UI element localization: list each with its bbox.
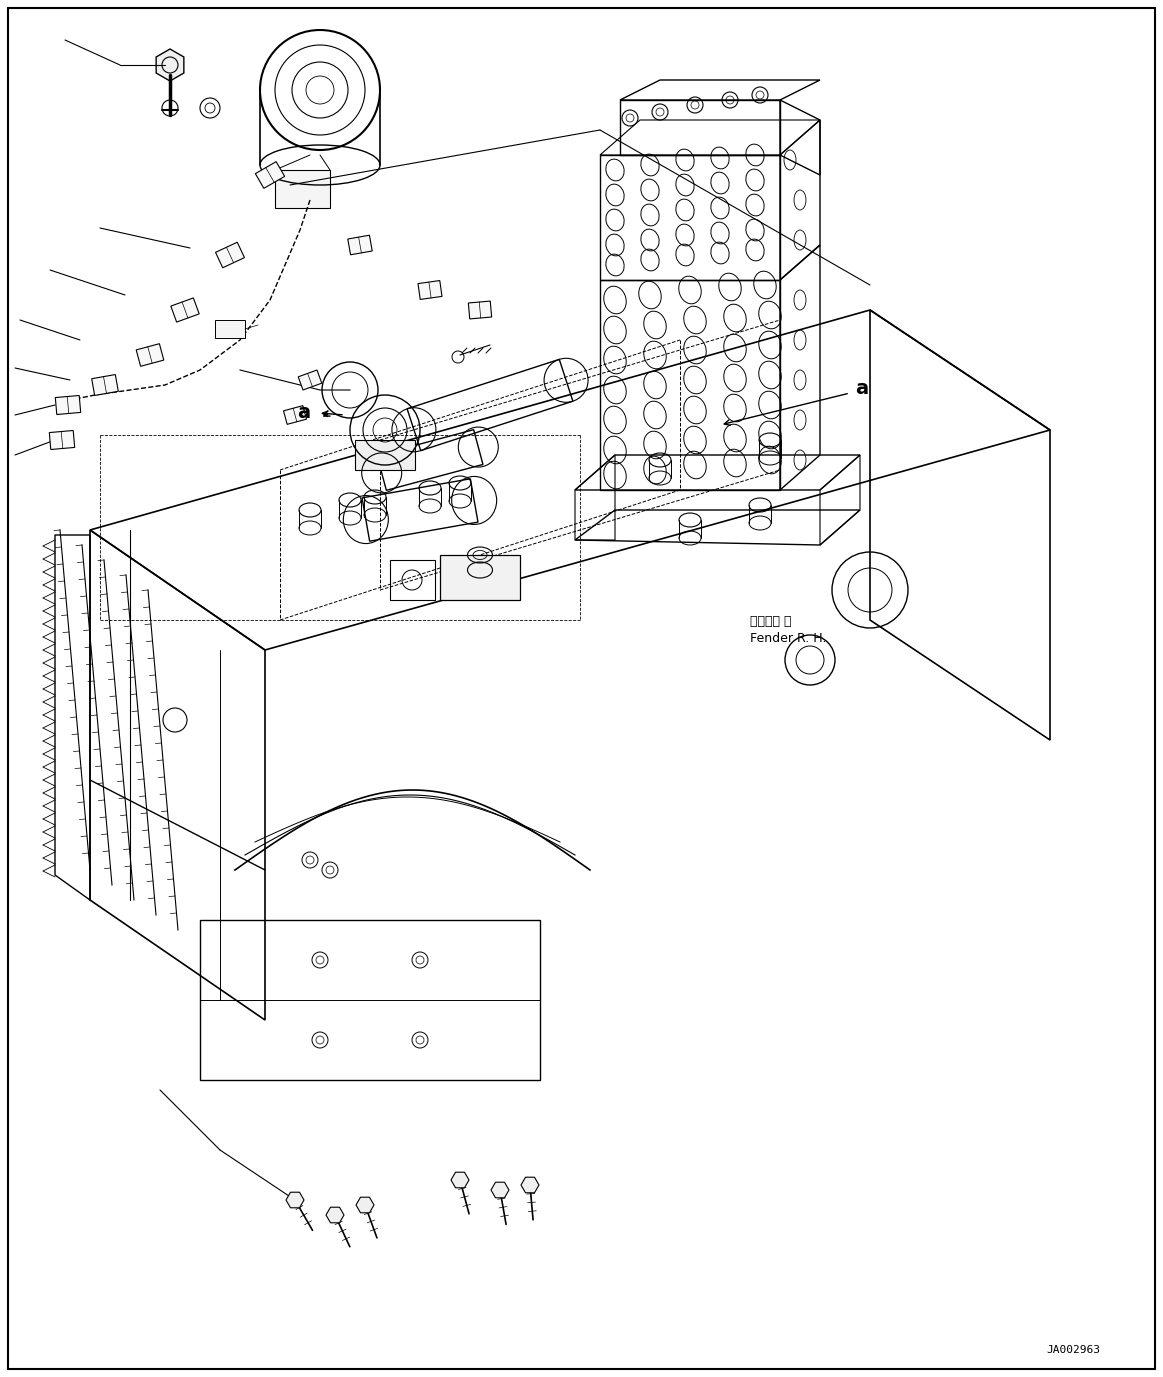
Polygon shape [356,1197,374,1213]
Bar [440,555,520,600]
Text: Fender R. H.: Fender R. H. [750,632,827,644]
Polygon shape [215,242,244,267]
Text: a: a [297,403,311,423]
Polygon shape [298,370,322,390]
Polygon shape [348,235,372,255]
Polygon shape [92,375,119,395]
Polygon shape [286,1192,304,1208]
Polygon shape [56,395,80,414]
Polygon shape [326,1208,344,1223]
Polygon shape [469,302,492,319]
Text: a: a [855,379,868,398]
Polygon shape [49,431,74,449]
Bar [215,319,245,337]
Polygon shape [451,1172,469,1188]
Text: JA002963: JA002963 [1046,1345,1100,1355]
Bar [390,560,435,600]
Polygon shape [156,50,184,81]
Polygon shape [136,344,164,366]
Text: フェンダ 右: フェンダ 右 [750,616,792,628]
Polygon shape [491,1183,509,1198]
Polygon shape [418,281,442,299]
Bar [355,441,415,470]
Polygon shape [284,406,307,424]
Polygon shape [171,297,199,322]
Bar [274,169,330,208]
Polygon shape [256,161,285,189]
Polygon shape [521,1177,538,1192]
